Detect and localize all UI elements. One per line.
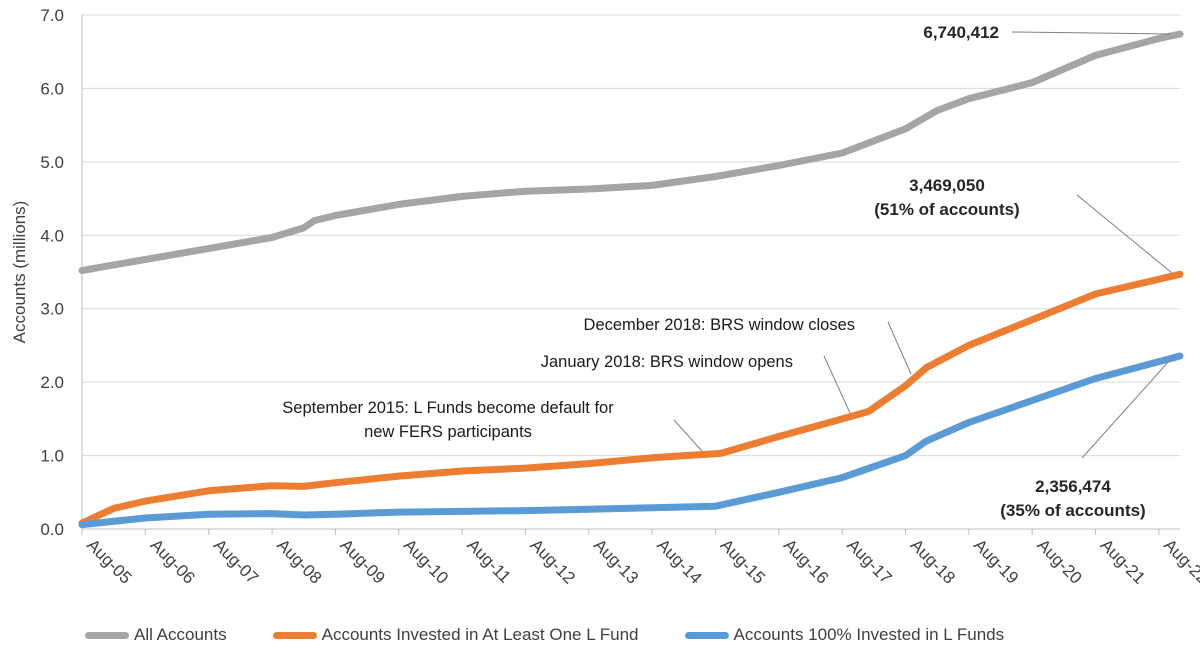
x-tick-label: Aug-22: [1160, 535, 1200, 587]
leader-line-l-fund-total: [1076, 194, 1173, 274]
series-lines: [78, 30, 1184, 529]
annotation-all-accounts-total: 6,740,412: [923, 23, 999, 42]
y-tick-label: 4.0: [40, 226, 64, 245]
series-line-2: [78, 352, 1184, 529]
legend-swatch-orange: [272, 631, 317, 639]
annotation-l-fund-100-total: 2,356,474: [1035, 477, 1111, 496]
x-tick-label: Aug-05: [83, 535, 135, 587]
x-tick-label: Aug-19: [970, 535, 1022, 587]
y-tick-label: 2.0: [40, 373, 64, 392]
x-tick-label: Aug-09: [337, 535, 389, 587]
legend: All Accounts Accounts Invested in At Lea…: [85, 623, 1050, 647]
x-tick-label: Aug-18: [907, 535, 959, 587]
line-chart: 0.01.02.03.04.05.06.07.0 Aug-05 Aug-06 Aug…: [10, 6, 1200, 588]
annotation-l-fund-percent: (51% of accounts): [874, 200, 1019, 219]
y-tick-label: 6.0: [40, 79, 64, 98]
x-tick-label: Aug-21: [1097, 535, 1149, 587]
legend-label: Accounts 100% Invested in L Funds: [733, 625, 1005, 644]
y-tick-label: 3.0: [40, 300, 64, 319]
y-tick-label: 5.0: [40, 153, 64, 172]
x-tick-label: Aug-10: [400, 535, 452, 587]
y-tick-label: 0.0: [40, 520, 64, 539]
x-tick-label: Aug-17: [843, 535, 895, 587]
gridlines: [82, 14, 1180, 457]
series-line-1: [78, 270, 1184, 527]
y-tick-labels: 0.0 1.0 2.0 3.0 4.0 5.0 6.0 7.0: [40, 6, 64, 539]
annotations: 6,740,412 3,469,050 (51% of accounts) 2,…: [282, 23, 1173, 520]
leader-line-brs-closes: [887, 321, 912, 375]
legend-item-100-percent-l-funds: Accounts 100% Invested in L Funds: [684, 625, 1005, 645]
y-tick-label: 7.0: [40, 6, 64, 25]
x-tick-label: Aug-06: [147, 535, 199, 587]
x-tick-label: Aug-20: [1033, 535, 1085, 587]
leader-line-all-accounts: [1011, 31, 1171, 35]
leader-line-l-funds-default: [673, 419, 703, 452]
x-tick-label: Aug-11: [463, 535, 514, 586]
x-tick-label: Aug-07: [210, 535, 262, 587]
annotation-l-funds-default-line1: September 2015: L Funds become default f…: [282, 399, 614, 417]
legend-swatch-gray: [85, 631, 129, 639]
x-tick-label: Aug-15: [717, 535, 769, 587]
y-axis-title: Accounts (millions): [10, 201, 29, 344]
legend-label: All Accounts: [134, 625, 227, 644]
x-tick-label: Aug-13: [590, 535, 642, 587]
annotation-brs-closes: December 2018: BRS window closes: [584, 316, 855, 334]
series-line-0: [78, 30, 1184, 274]
y-tick-label: 1.0: [40, 447, 64, 466]
x-tick-label: Aug-14: [653, 535, 705, 587]
axes: [81, 15, 1180, 530]
annotation-brs-opens: January 2018: BRS window opens: [541, 353, 793, 371]
annotation-l-fund-100-percent: (35% of accounts): [1000, 501, 1145, 520]
legend-item-at-least-one-l-fund: Accounts Invested in At Least One L Fund: [272, 625, 639, 645]
annotation-l-funds-default-line2: new FERS participants: [364, 423, 532, 441]
x-tick-labels: Aug-05 Aug-06 Aug-07 Aug-08 Aug-09 Aug-10 Aug-…: [81, 529, 1200, 588]
x-tick-label: Aug-12: [527, 535, 579, 587]
leader-line-l-fund-100-total: [1081, 359, 1171, 459]
legend-item-all-accounts: All Accounts: [85, 625, 227, 645]
legend-label: Accounts Invested in At Least One L Fund: [321, 625, 639, 644]
x-tick-label: Aug-16: [780, 535, 832, 587]
legend-swatch-blue: [684, 631, 729, 639]
x-tick-label: Aug-08: [273, 535, 325, 587]
annotation-l-fund-total: 3,469,050: [909, 176, 985, 195]
leader-line-brs-opens: [823, 355, 851, 414]
